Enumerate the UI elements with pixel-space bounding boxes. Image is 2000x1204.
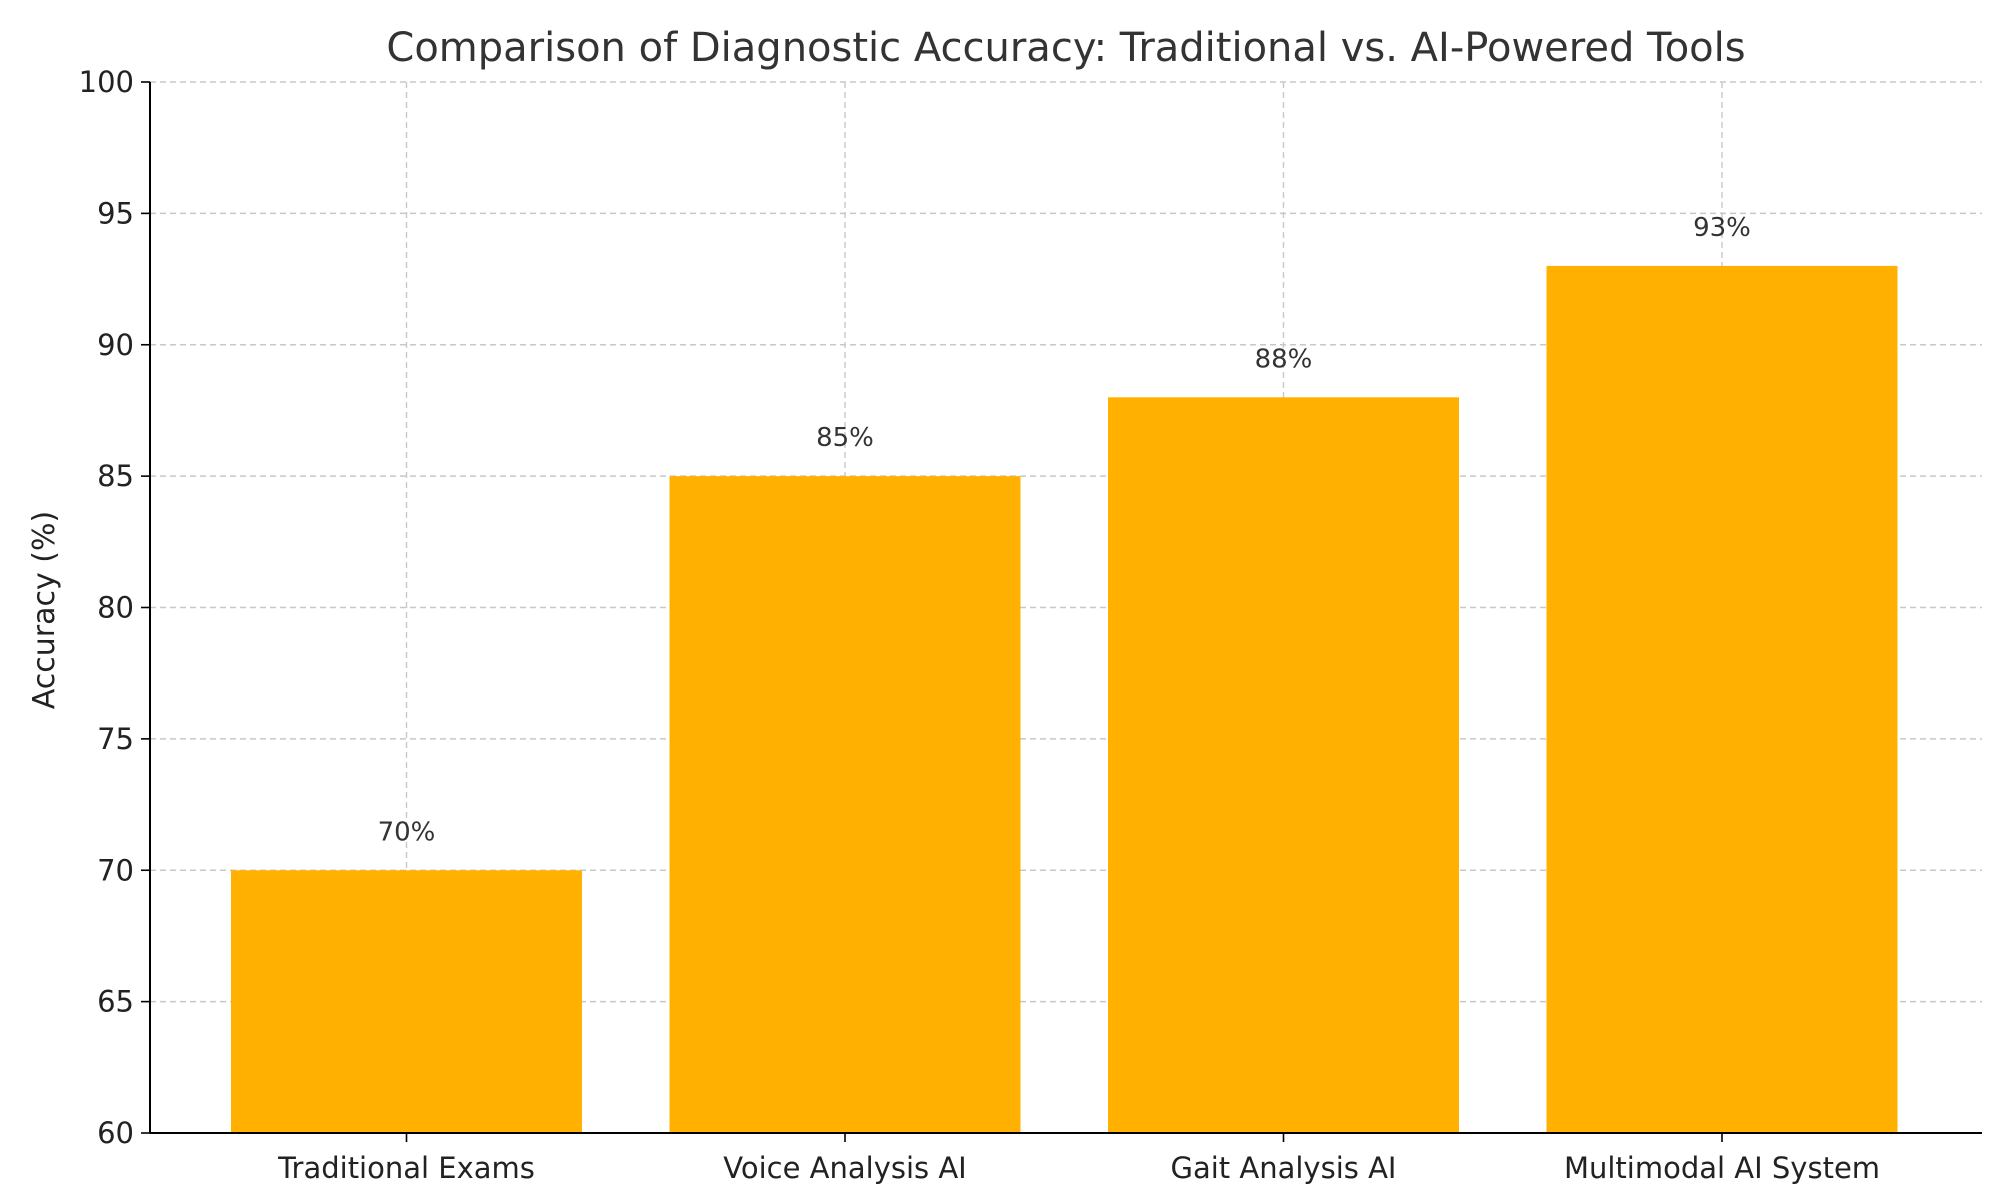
data-label: 88%	[1255, 344, 1313, 374]
y-tick-label: 85	[97, 459, 134, 493]
y-tick-label: 70	[97, 853, 134, 887]
chart-title: Comparison of Diagnostic Accuracy: Tradi…	[386, 25, 1745, 71]
x-tick-label: Multimodal AI System	[1564, 1151, 1880, 1185]
y-tick-label: 100	[79, 65, 134, 99]
y-tick-label: 60	[97, 1116, 134, 1150]
bar	[1546, 265, 1898, 1133]
y-tick-label: 65	[97, 985, 134, 1019]
data-labels: 70% 85% 88% 93%	[378, 213, 1751, 847]
data-label: 70%	[378, 817, 436, 847]
data-label: 93%	[1693, 213, 1751, 243]
bar	[669, 476, 1021, 1133]
y-tick-label: 80	[97, 591, 134, 625]
x-tick-label: Traditional Exams	[277, 1151, 535, 1185]
y-axis-label: Accuracy (%)	[27, 511, 62, 709]
bar	[1108, 397, 1459, 1133]
axes: 60 65 70 75 80 85 90 95 100 Traditional Exams Voic…	[79, 65, 1982, 1185]
x-tick-label: Voice Analysis AI	[723, 1151, 966, 1185]
x-tick-label: Gait Analysis AI	[1171, 1151, 1397, 1185]
data-label: 85%	[816, 423, 874, 453]
y-tick-label: 95	[97, 196, 134, 230]
y-tick-label: 90	[97, 328, 134, 362]
y-tick-label: 75	[97, 722, 134, 756]
bar	[231, 870, 582, 1133]
bars	[231, 265, 1898, 1133]
